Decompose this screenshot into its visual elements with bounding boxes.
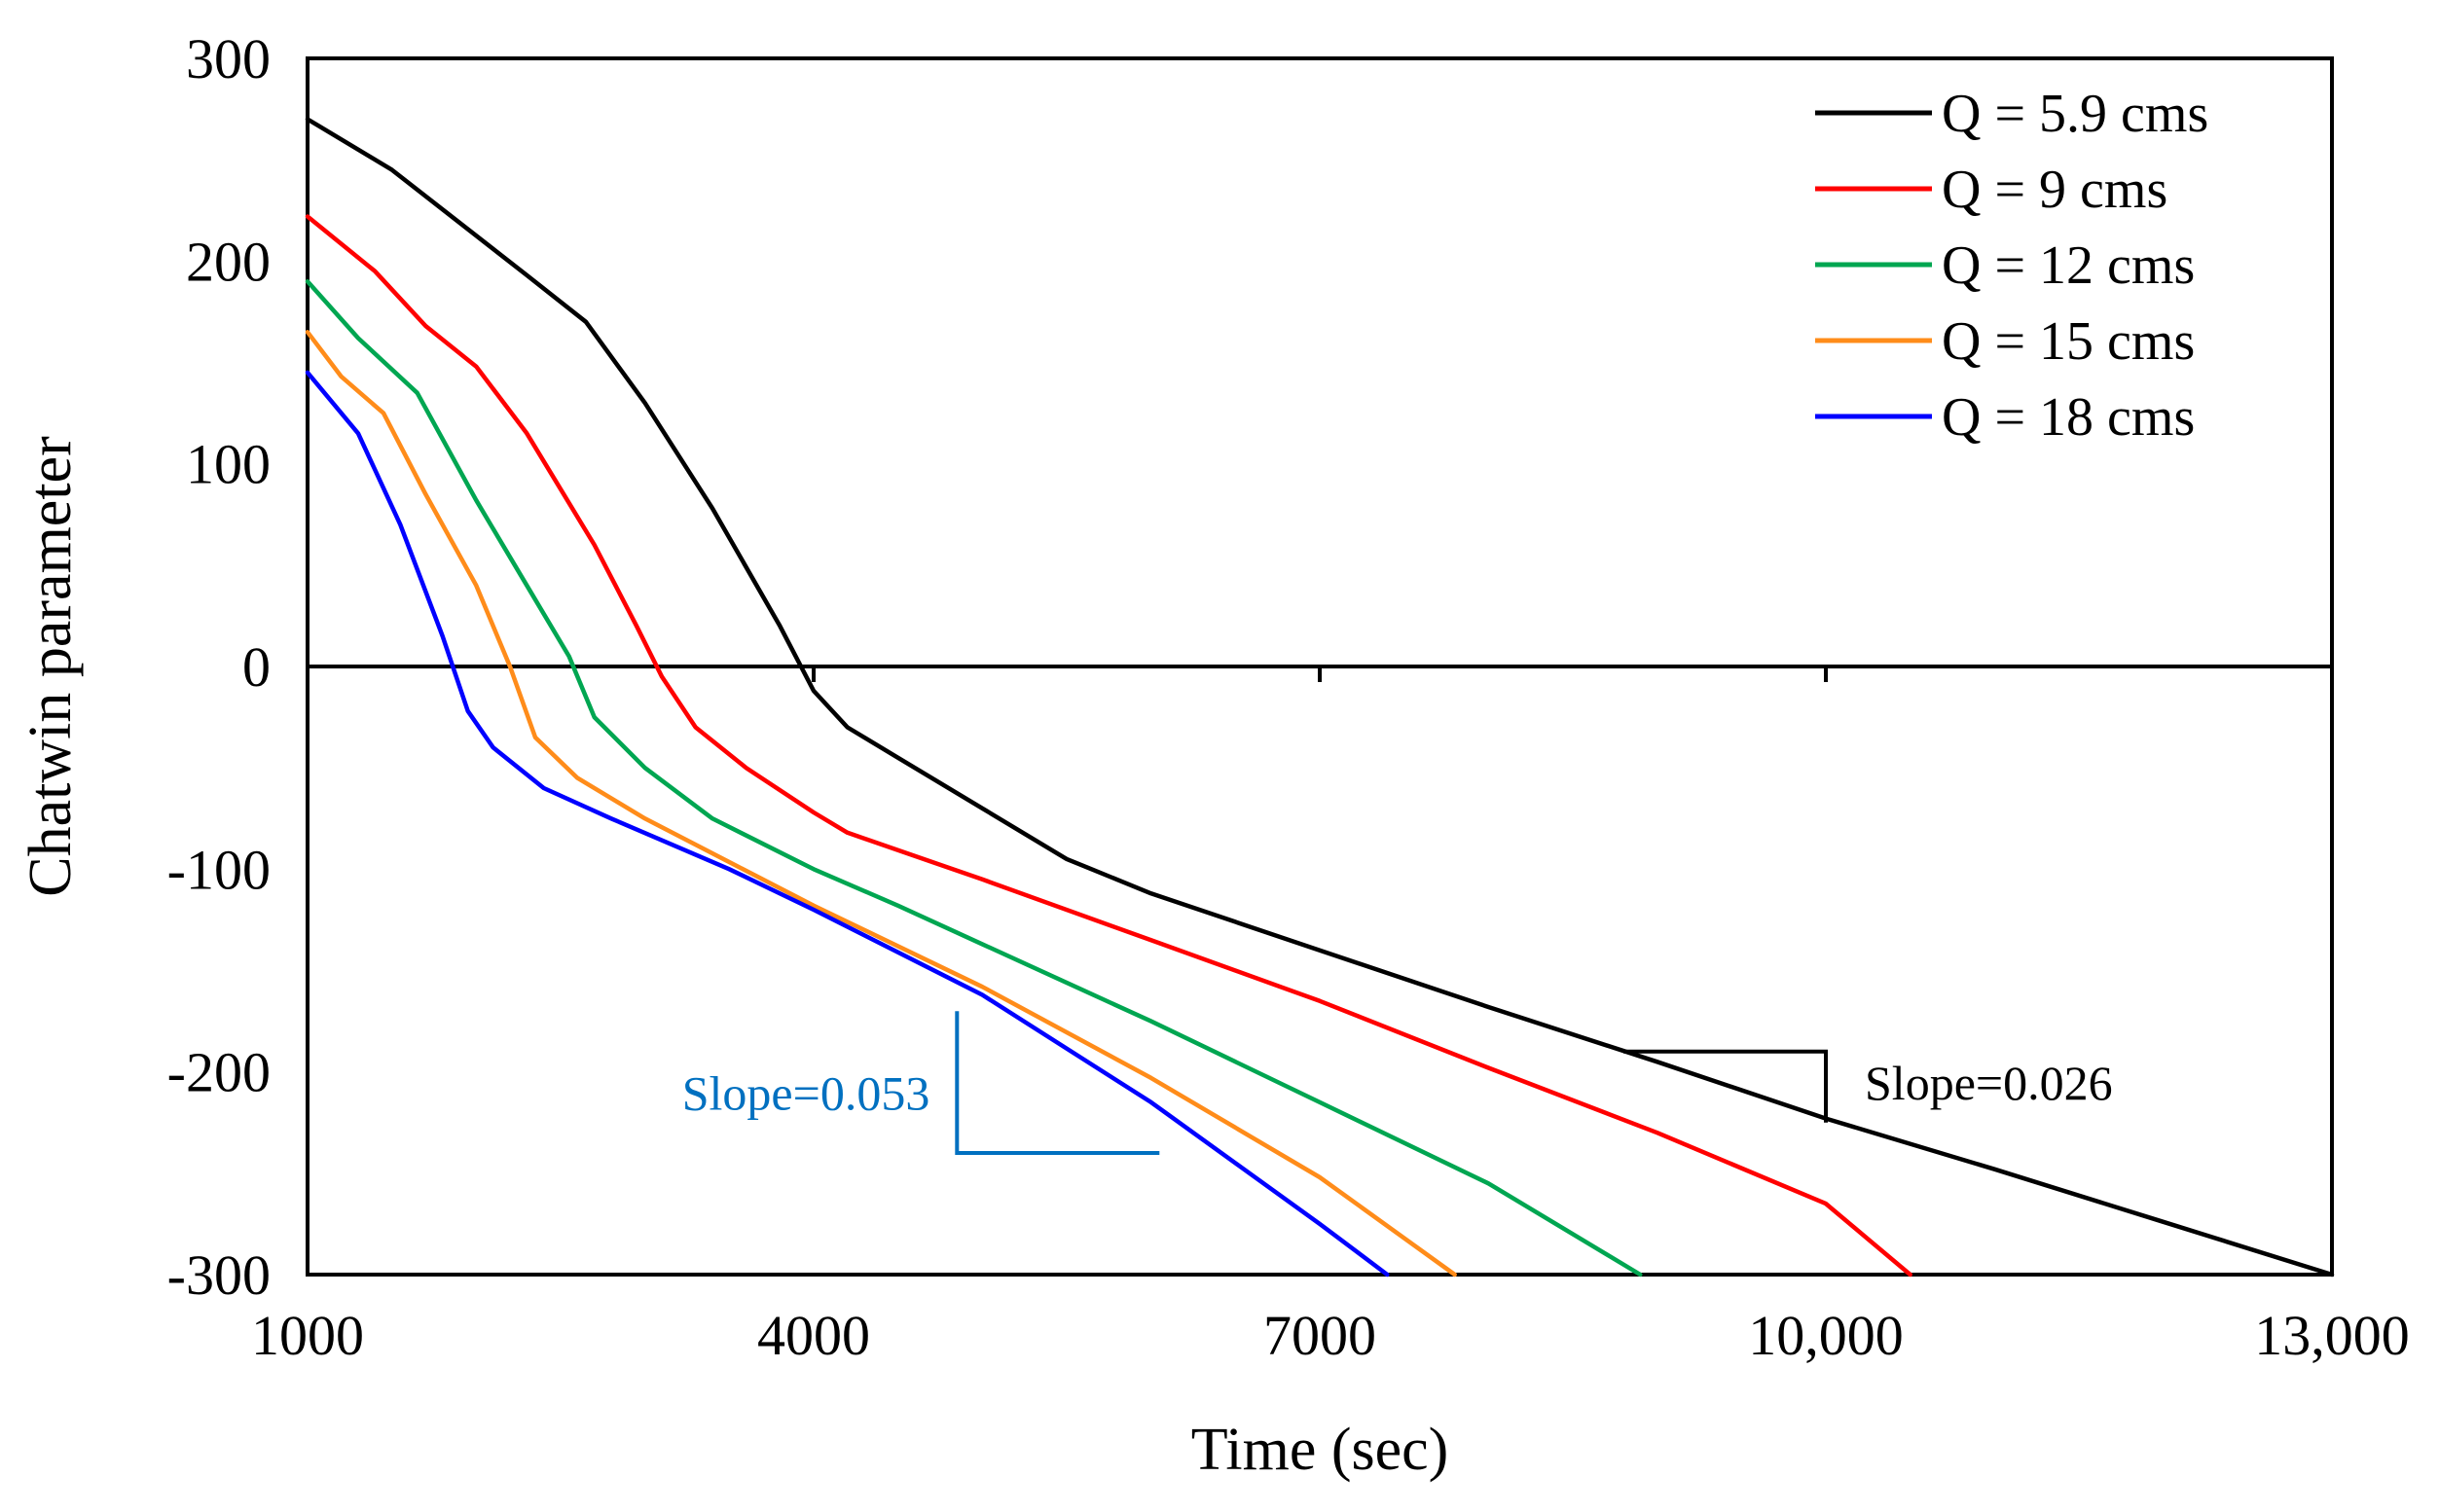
legend-label-q-15-cms: Q = 15 cms — [1942, 311, 2195, 372]
y-tick-label: 0 — [242, 635, 271, 699]
x-axis-title: Time (sec) — [1191, 1417, 1449, 1483]
series-line-q-9-cms — [305, 214, 1912, 1278]
y-axis-title: Chatwin parameter — [18, 436, 84, 897]
y-tick-label: -300 — [167, 1243, 271, 1307]
legend: Q = 5.9 cms Q = 9 cms Q = 12 cms Q = 15 cms… — [1815, 84, 2208, 448]
slope-triangle-2 — [1623, 1049, 1828, 1123]
legend-label-q-5-9-cms: Q = 5.9 cms — [1942, 84, 2208, 144]
annotation-layer: Slope=0.053 Slope=0.026 — [682, 1011, 2113, 1155]
series-line-q-5-9-cms — [305, 117, 2335, 1278]
tick-layer: 1000 4000 7000 10,000 13,0003002001000-100-2… — [167, 27, 2410, 1367]
series-line-q-18-cms — [305, 370, 1390, 1278]
x-tick-label: 4000 — [757, 1304, 870, 1367]
y-tick-label: -100 — [167, 838, 271, 901]
y-tick-label: -200 — [167, 1041, 271, 1104]
slope-label-1: Slope=0.053 — [682, 1066, 930, 1121]
series-line-q-12-cms — [305, 278, 1643, 1278]
x-tick-label: 10,000 — [1748, 1304, 1904, 1367]
legend-label-q-9-cms: Q = 9 cms — [1942, 160, 2167, 220]
legend-label-q-12-cms: Q = 12 cms — [1942, 235, 2195, 296]
slope-triangle-1 — [955, 1011, 1160, 1155]
series-line-q-15-cms — [305, 330, 1457, 1278]
x-tick-label: 7000 — [1263, 1304, 1376, 1367]
x-tick-label: 1000 — [251, 1304, 364, 1367]
y-tick-label: 100 — [186, 433, 271, 496]
series-layer — [305, 117, 2335, 1278]
y-tick-label: 200 — [186, 230, 271, 293]
legend-label-q-18-cms: Q = 18 cms — [1942, 387, 2195, 448]
y-tick-label: 300 — [186, 27, 271, 90]
slope-label-2: Slope=0.026 — [1865, 1056, 2113, 1110]
x-tick-label: 13,000 — [2254, 1304, 2410, 1367]
